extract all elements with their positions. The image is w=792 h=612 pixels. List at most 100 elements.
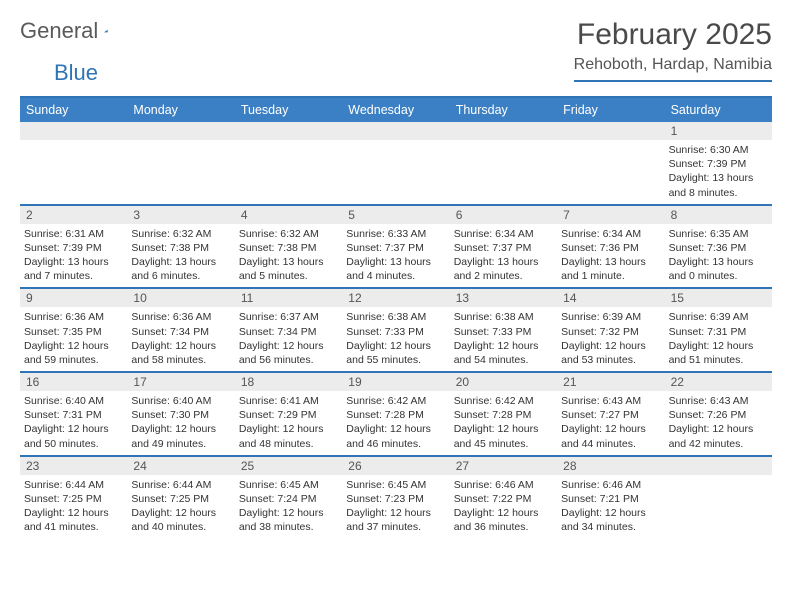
empty-cell	[557, 122, 664, 204]
sunrise-line: Sunrise: 6:34 AM	[454, 227, 553, 241]
day-cell-14: 14Sunrise: 6:39 AMSunset: 7:32 PMDayligh…	[557, 289, 664, 371]
day-info: Sunrise: 6:36 AMSunset: 7:34 PMDaylight:…	[131, 310, 230, 367]
sunrise-line: Sunrise: 6:46 AM	[561, 478, 660, 492]
daylight-line: Daylight: 12 hours and 46 minutes.	[346, 422, 445, 450]
brand-part1: General	[20, 18, 98, 44]
daylight-line: Daylight: 12 hours and 44 minutes.	[561, 422, 660, 450]
sunset-line: Sunset: 7:38 PM	[131, 241, 230, 255]
day-cell-27: 27 Sunrise: 6:46 AMSunset: 7:22 PMDayligh…	[450, 457, 557, 539]
empty-cell	[20, 122, 127, 204]
day-number: 19	[342, 373, 449, 391]
day-number	[557, 122, 664, 140]
day-info: Sunrise: 6:36 AMSunset: 7:35 PMDaylight:…	[24, 310, 123, 367]
day-number: 28	[557, 457, 664, 475]
title-block: February 2025 Rehoboth, Hardap, Namibia	[574, 18, 772, 82]
daylight-line: Daylight: 12 hours and 56 minutes.	[239, 339, 338, 367]
day-cell-11: 11 Sunrise: 6:37 AMSunset: 7:34 PMDayligh…	[235, 289, 342, 371]
day-info: Sunrise: 6:43 AMSunset: 7:26 PMDaylight:…	[669, 394, 768, 451]
day-info: Sunrise: 6:38 AMSunset: 7:33 PMDaylight:…	[346, 310, 445, 367]
day-number: 16	[20, 373, 127, 391]
daylight-line: Daylight: 12 hours and 50 minutes.	[24, 422, 123, 450]
day-number: 20	[450, 373, 557, 391]
day-number: 2	[20, 206, 127, 224]
day-info: Sunrise: 6:32 AMSunset: 7:38 PMDaylight:…	[239, 227, 338, 284]
day-number: 21	[557, 373, 664, 391]
day-cell-9: 9 Sunrise: 6:36 AMSunset: 7:35 PMDaylight…	[20, 289, 127, 371]
sunrise-line: Sunrise: 6:31 AM	[24, 227, 123, 241]
day-info: Sunrise: 6:37 AMSunset: 7:34 PMDaylight:…	[239, 310, 338, 367]
sunrise-line: Sunrise: 6:44 AM	[24, 478, 123, 492]
month-title: February 2025	[574, 18, 772, 52]
day-info: Sunrise: 6:40 AMSunset: 7:30 PMDaylight:…	[131, 394, 230, 451]
day-number: 11	[235, 289, 342, 307]
daylight-line: Daylight: 13 hours and 5 minutes.	[239, 255, 338, 283]
weekday-sunday: Sunday	[20, 98, 127, 122]
daylight-line: Daylight: 12 hours and 55 minutes.	[346, 339, 445, 367]
sunset-line: Sunset: 7:23 PM	[346, 492, 445, 506]
daylight-line: Daylight: 12 hours and 51 minutes.	[669, 339, 768, 367]
sunrise-line: Sunrise: 6:35 AM	[669, 227, 768, 241]
sunrise-line: Sunrise: 6:36 AM	[131, 310, 230, 324]
weekday-tuesday: Tuesday	[235, 98, 342, 122]
sunrise-line: Sunrise: 6:44 AM	[131, 478, 230, 492]
sunset-line: Sunset: 7:27 PM	[561, 408, 660, 422]
day-info: Sunrise: 6:35 AMSunset: 7:36 PMDaylight:…	[669, 227, 768, 284]
week-row: 9 Sunrise: 6:36 AMSunset: 7:35 PMDaylight…	[20, 287, 772, 371]
sunrise-line: Sunrise: 6:40 AM	[131, 394, 230, 408]
day-cell-7: 7Sunrise: 6:34 AMSunset: 7:36 PMDaylight…	[557, 206, 664, 288]
sunset-line: Sunset: 7:22 PM	[454, 492, 553, 506]
empty-cell	[665, 457, 772, 539]
day-cell-23: 23 Sunrise: 6:44 AMSunset: 7:25 PMDayligh…	[20, 457, 127, 539]
day-cell-17: 17Sunrise: 6:40 AMSunset: 7:30 PMDayligh…	[127, 373, 234, 455]
day-info: Sunrise: 6:34 AMSunset: 7:37 PMDaylight:…	[454, 227, 553, 284]
sunrise-line: Sunrise: 6:37 AM	[239, 310, 338, 324]
day-cell-10: 10 Sunrise: 6:36 AMSunset: 7:34 PMDayligh…	[127, 289, 234, 371]
day-number: 10	[127, 289, 234, 307]
daylight-line: Daylight: 13 hours and 7 minutes.	[24, 255, 123, 283]
daylight-line: Daylight: 13 hours and 8 minutes.	[669, 171, 768, 199]
daylight-line: Daylight: 12 hours and 49 minutes.	[131, 422, 230, 450]
day-info: Sunrise: 6:40 AMSunset: 7:31 PMDaylight:…	[24, 394, 123, 451]
empty-cell	[127, 122, 234, 204]
empty-cell	[235, 122, 342, 204]
week-row: 16 Sunrise: 6:40 AMSunset: 7:31 PMDayligh…	[20, 371, 772, 455]
daylight-line: Daylight: 13 hours and 0 minutes.	[669, 255, 768, 283]
day-number	[20, 122, 127, 140]
sunrise-line: Sunrise: 6:45 AM	[346, 478, 445, 492]
sunset-line: Sunset: 7:38 PM	[239, 241, 338, 255]
sunset-line: Sunset: 7:28 PM	[346, 408, 445, 422]
daylight-line: Daylight: 12 hours and 36 minutes.	[454, 506, 553, 534]
day-number: 27	[450, 457, 557, 475]
day-info: Sunrise: 6:46 AMSunset: 7:22 PMDaylight:…	[454, 478, 553, 535]
day-cell-4: 4Sunrise: 6:32 AMSunset: 7:38 PMDaylight…	[235, 206, 342, 288]
sunset-line: Sunset: 7:33 PM	[346, 325, 445, 339]
day-number: 22	[665, 373, 772, 391]
day-cell-18: 18Sunrise: 6:41 AMSunset: 7:29 PMDayligh…	[235, 373, 342, 455]
sunset-line: Sunset: 7:32 PM	[561, 325, 660, 339]
day-number: 6	[450, 206, 557, 224]
day-number: 9	[20, 289, 127, 307]
day-number	[235, 122, 342, 140]
sunrise-line: Sunrise: 6:42 AM	[346, 394, 445, 408]
day-number: 5	[342, 206, 449, 224]
weekday-header: SundayMondayTuesdayWednesdayThursdayFrid…	[20, 98, 772, 122]
sunrise-line: Sunrise: 6:45 AM	[239, 478, 338, 492]
week-row: 1Sunrise: 6:30 AMSunset: 7:39 PMDaylight…	[20, 122, 772, 204]
day-info: Sunrise: 6:44 AMSunset: 7:25 PMDaylight:…	[24, 478, 123, 535]
day-info: Sunrise: 6:38 AMSunset: 7:33 PMDaylight:…	[454, 310, 553, 367]
sunset-line: Sunset: 7:33 PM	[454, 325, 553, 339]
sunset-line: Sunset: 7:39 PM	[669, 157, 768, 171]
daylight-line: Daylight: 13 hours and 2 minutes.	[454, 255, 553, 283]
sunrise-line: Sunrise: 6:46 AM	[454, 478, 553, 492]
sunrise-line: Sunrise: 6:40 AM	[24, 394, 123, 408]
daylight-line: Daylight: 12 hours and 37 minutes.	[346, 506, 445, 534]
day-number: 24	[127, 457, 234, 475]
weekday-thursday: Thursday	[450, 98, 557, 122]
day-cell-28: 28Sunrise: 6:46 AMSunset: 7:21 PMDayligh…	[557, 457, 664, 539]
sunset-line: Sunset: 7:37 PM	[346, 241, 445, 255]
day-number: 7	[557, 206, 664, 224]
day-number: 23	[20, 457, 127, 475]
daylight-line: Daylight: 12 hours and 59 minutes.	[24, 339, 123, 367]
day-cell-2: 2Sunrise: 6:31 AMSunset: 7:39 PMDaylight…	[20, 206, 127, 288]
daylight-line: Daylight: 12 hours and 53 minutes.	[561, 339, 660, 367]
